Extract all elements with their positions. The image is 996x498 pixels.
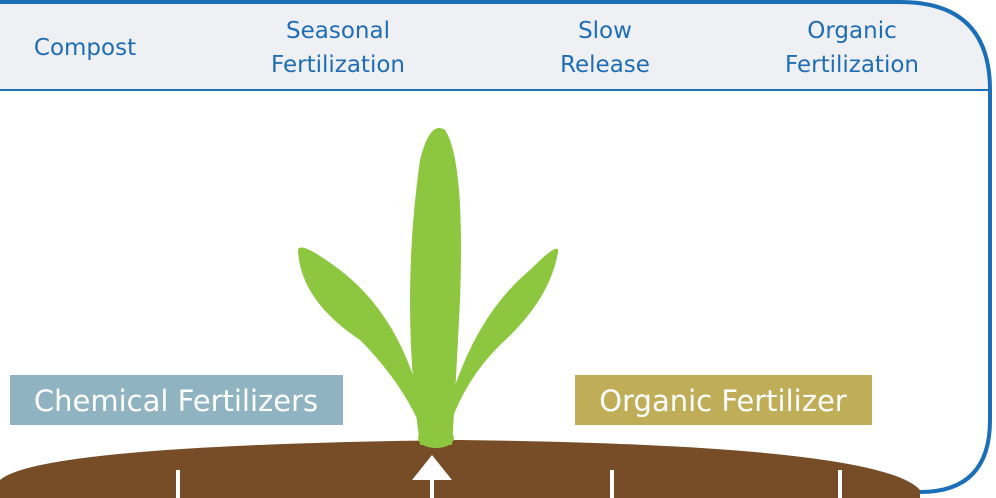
- tab-line: Seasonal: [286, 18, 390, 44]
- tab-line: Organic: [807, 18, 896, 44]
- label: Organic Fertilizer: [599, 384, 846, 418]
- tab-line: Fertilization: [271, 52, 405, 78]
- page: Chemical Fertilizers Organic Fertilizer …: [0, 0, 996, 498]
- plant-base: [418, 428, 454, 448]
- tab-line: Compost: [34, 35, 136, 61]
- tab-line: Slow: [578, 18, 632, 44]
- soil: [0, 440, 920, 498]
- tab-line: Release: [560, 52, 650, 78]
- leaf-right: [445, 249, 558, 425]
- label: Chemical Fertilizers: [34, 384, 318, 418]
- diagram: Chemical Fertilizers Organic Fertilizer …: [0, 0, 996, 498]
- tab[interactable]: Compost: [34, 35, 136, 61]
- tab-line: Fertilization: [785, 52, 919, 78]
